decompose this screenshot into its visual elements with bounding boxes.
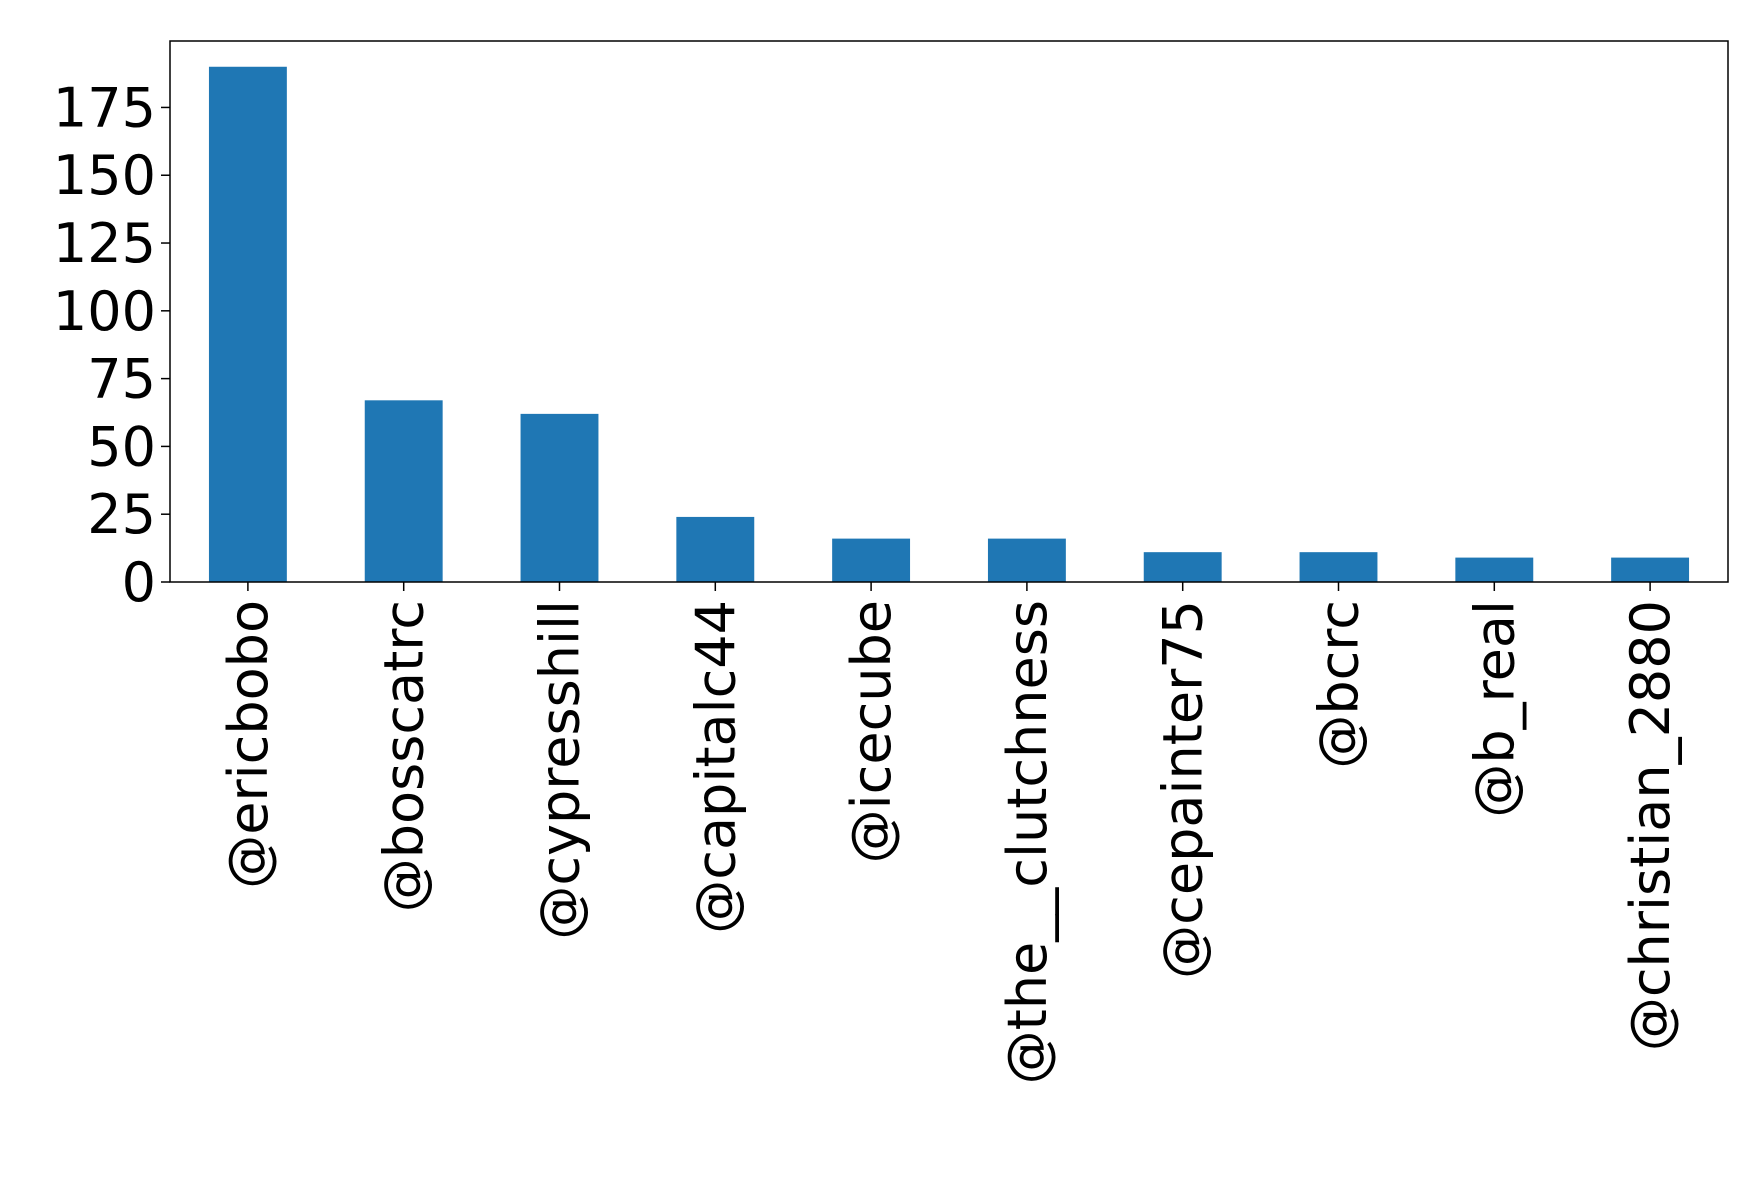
y-tick-label: 150 bbox=[53, 144, 156, 207]
plot-frame bbox=[169, 40, 1729, 583]
bar bbox=[987, 538, 1066, 582]
bar bbox=[520, 413, 599, 582]
bar bbox=[1143, 552, 1222, 582]
bar bbox=[364, 400, 443, 582]
x-tick-label: @bosscatrc bbox=[373, 600, 436, 912]
bar bbox=[676, 516, 755, 582]
bar bbox=[1299, 552, 1378, 582]
bar bbox=[832, 538, 911, 582]
y-tick-label: 175 bbox=[53, 76, 156, 139]
bar bbox=[1455, 557, 1534, 582]
x-tick-label: @bcrc bbox=[1308, 600, 1371, 769]
x-tick-label: @icecube bbox=[840, 600, 903, 863]
x-tick-label: @the__clutchness bbox=[996, 600, 1059, 1084]
x-tick-label: @cepainter75 bbox=[1152, 600, 1215, 979]
y-tick-label: 0 bbox=[122, 551, 156, 614]
x-tick-label: @capitalc44 bbox=[684, 600, 747, 934]
x-tick-label: @ericbobo bbox=[217, 600, 280, 889]
y-tick-label: 100 bbox=[53, 280, 156, 343]
y-tick-label: 50 bbox=[87, 415, 156, 478]
bar bbox=[1611, 557, 1690, 582]
y-tick-label: 75 bbox=[87, 348, 156, 411]
x-tick-label: @b_real bbox=[1463, 600, 1526, 818]
bar bbox=[208, 66, 287, 582]
x-tick-label: @christian_2880 bbox=[1619, 600, 1682, 1051]
y-tick-label: 25 bbox=[87, 483, 156, 546]
y-tick-label: 125 bbox=[53, 212, 156, 275]
x-tick-label: @cypresshill bbox=[529, 600, 592, 940]
